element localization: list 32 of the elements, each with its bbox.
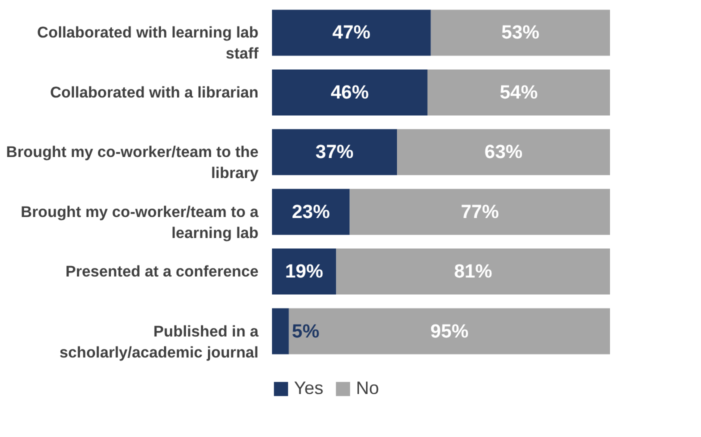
data-label: 63% xyxy=(484,142,523,164)
data-label: 54% xyxy=(500,82,538,104)
data-label: 19% xyxy=(285,262,324,283)
bar xyxy=(272,129,398,176)
legend-label: Yes xyxy=(294,378,324,398)
data-label: 46% xyxy=(330,82,369,104)
bar xyxy=(288,308,610,354)
y-tick-label: Collaborated with learning lab staff xyxy=(37,24,260,63)
legend-label: No xyxy=(356,378,380,398)
data-label: 77% xyxy=(460,202,499,223)
data-label: 47% xyxy=(332,22,371,44)
bar xyxy=(350,188,610,235)
bar xyxy=(272,248,336,295)
bar xyxy=(272,308,289,354)
y-tick-label: Brought my co-worker/team to the library xyxy=(6,144,259,182)
bar xyxy=(272,188,350,235)
data-label: 53% xyxy=(501,22,540,44)
bar xyxy=(272,69,428,116)
data-label: 5% xyxy=(292,321,320,342)
y-tick-label: Brought my co-worker/team to a learning lab xyxy=(20,204,259,242)
bar xyxy=(427,69,610,116)
data-label: 23% xyxy=(292,202,330,223)
bar xyxy=(272,10,431,56)
data-label: 81% xyxy=(454,262,492,283)
data-label: 37% xyxy=(316,142,354,164)
bar xyxy=(397,129,610,176)
bar xyxy=(336,248,610,295)
y-tick-label: Published in a scholarly/academic journal xyxy=(59,323,259,362)
y-tick-label: Collaborated with a librarian xyxy=(50,84,258,102)
data-label: 95% xyxy=(430,321,469,342)
bar xyxy=(430,10,610,56)
y-tick-label: Presented at a conference xyxy=(66,264,259,281)
